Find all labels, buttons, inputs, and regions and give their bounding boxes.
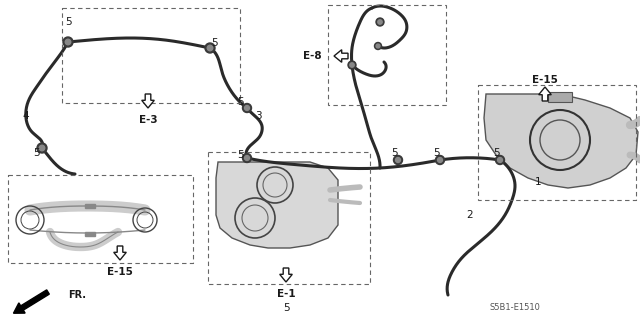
Text: 3: 3 (255, 111, 261, 121)
Polygon shape (141, 94, 154, 108)
Text: 2: 2 (467, 210, 474, 220)
Text: 5: 5 (212, 38, 218, 48)
Text: 5: 5 (65, 17, 71, 27)
Text: E-8: E-8 (303, 51, 322, 61)
Bar (62, 8, 240, 103)
Circle shape (348, 61, 356, 69)
Circle shape (65, 39, 71, 45)
Polygon shape (280, 268, 292, 282)
Text: 5: 5 (33, 148, 39, 158)
Text: S5B1-E1510: S5B1-E1510 (490, 303, 541, 313)
Circle shape (350, 63, 354, 67)
Circle shape (63, 37, 73, 47)
Bar (548, 92, 572, 102)
Text: E-15: E-15 (532, 75, 558, 85)
FancyArrow shape (13, 290, 49, 313)
Text: E-15: E-15 (107, 267, 133, 277)
Circle shape (435, 155, 445, 165)
Text: 5: 5 (390, 148, 397, 158)
Text: E-3: E-3 (139, 115, 157, 125)
Bar (8, 175, 193, 263)
Bar (85, 232, 95, 236)
Circle shape (497, 158, 502, 162)
Circle shape (374, 42, 381, 49)
Text: 5: 5 (237, 97, 244, 107)
Circle shape (205, 43, 215, 53)
Circle shape (438, 158, 442, 162)
Bar (478, 85, 636, 200)
Circle shape (207, 45, 212, 51)
Circle shape (39, 145, 45, 151)
Text: FR.: FR. (68, 290, 86, 300)
Circle shape (394, 155, 403, 165)
Text: E-1: E-1 (276, 289, 295, 299)
Circle shape (376, 18, 384, 26)
Text: 4: 4 (22, 111, 29, 121)
Bar (85, 204, 95, 208)
Circle shape (378, 20, 382, 24)
Text: 1: 1 (534, 177, 541, 187)
Polygon shape (334, 50, 348, 62)
Circle shape (495, 155, 504, 165)
Text: 5: 5 (433, 148, 439, 158)
Polygon shape (216, 162, 338, 248)
Circle shape (243, 103, 252, 113)
Bar (208, 152, 370, 284)
Text: 5: 5 (283, 303, 289, 313)
Circle shape (243, 153, 252, 162)
Text: 5: 5 (493, 148, 499, 158)
Circle shape (396, 158, 401, 162)
Bar (328, 5, 446, 105)
Polygon shape (539, 87, 551, 101)
Circle shape (376, 44, 380, 48)
Circle shape (244, 106, 250, 110)
Polygon shape (484, 94, 638, 188)
Circle shape (37, 143, 47, 153)
Polygon shape (114, 246, 126, 260)
Circle shape (244, 156, 250, 160)
Text: 5: 5 (237, 150, 244, 160)
